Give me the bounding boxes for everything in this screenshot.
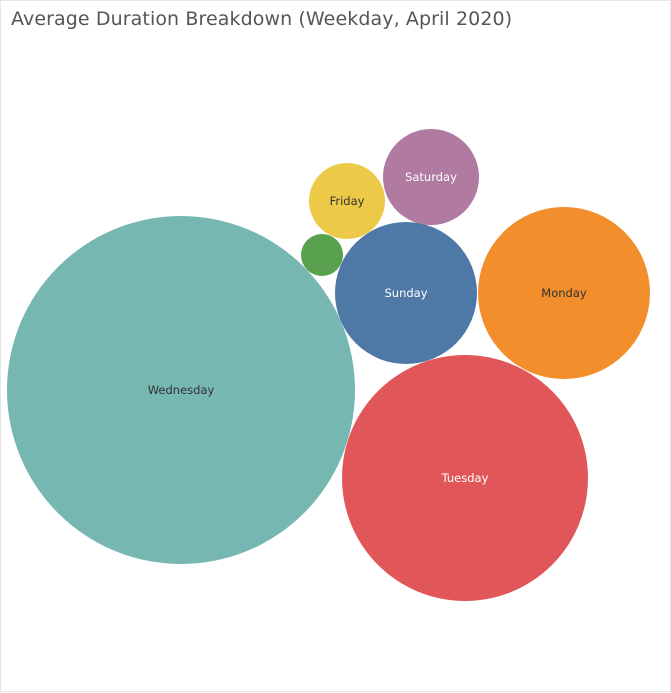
bubble-label-tuesday: Tuesday xyxy=(441,471,489,485)
bubble-label-saturday: Saturday xyxy=(405,170,457,184)
bubble-label-sunday: Sunday xyxy=(384,286,427,300)
bubble-label-monday: Monday xyxy=(541,286,587,300)
bubble-wednesday[interactable] xyxy=(7,216,355,564)
bubble-tuesday[interactable] xyxy=(342,355,588,601)
bubble-label-wednesday: Wednesday xyxy=(148,383,215,397)
bubble-saturday[interactable] xyxy=(383,129,479,225)
bubble-friday[interactable] xyxy=(309,163,385,239)
bubble-sunday[interactable] xyxy=(335,222,477,364)
bubble-unlabeled[interactable] xyxy=(301,234,343,276)
bubble-monday[interactable] xyxy=(478,207,650,379)
chart-title: Average Duration Breakdown (Weekday, Apr… xyxy=(11,8,513,30)
bubble-label-friday: Friday xyxy=(330,194,365,208)
